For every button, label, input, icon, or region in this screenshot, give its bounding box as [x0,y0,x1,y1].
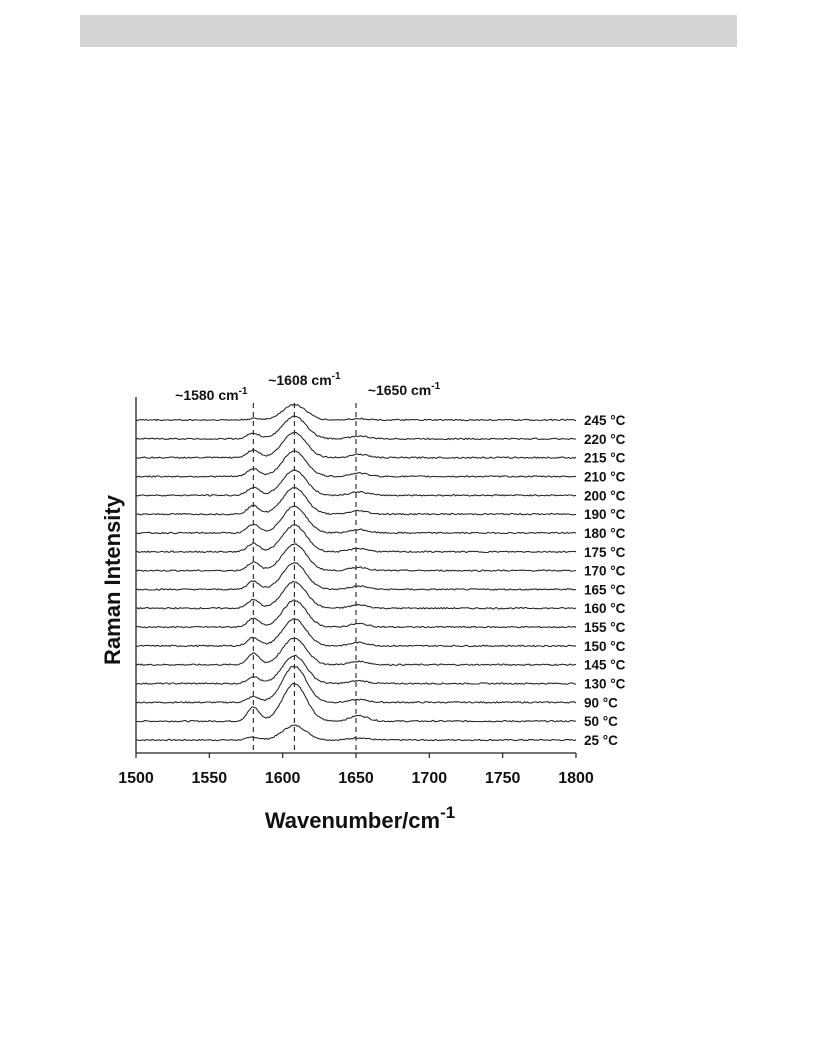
temperature-label: 175 °C [584,545,626,560]
spectrum-line [135,543,577,572]
temperature-label: 90 °C [584,695,618,710]
peak-label: ~1650 cm-1 [368,381,441,398]
temperature-label: 165 °C [584,582,626,597]
temperature-label: 215 °C [584,451,626,466]
spectrum-line [135,505,577,535]
spectrum-line [135,599,577,629]
header-bar [80,15,737,47]
x-tick-label: 1750 [485,770,521,787]
temperature-label: 150 °C [584,639,626,654]
spectrum-line [135,403,577,422]
x-tick-label: 1500 [118,770,154,787]
x-axis-title: Wavenumber/cm-1 [265,803,455,833]
peak-label: ~1580 cm-1 [175,386,248,403]
temperature-label: 180 °C [584,526,626,541]
x-tick-label: 1650 [338,770,374,787]
spectrum-line [135,580,577,610]
temperature-label: 170 °C [584,564,626,579]
temperature-label: 200 °C [584,488,626,503]
temperature-label: 50 °C [584,714,618,729]
spectrum-line [135,665,577,704]
temperature-label: 210 °C [584,469,626,484]
temperature-label: 220 °C [584,432,626,447]
spectrum-line [135,654,577,685]
spectrum-line [135,450,577,478]
temperature-label: 190 °C [584,507,626,522]
x-tick-label: 1600 [265,770,301,787]
spectrum-line [135,431,577,460]
spectrum-line [135,637,577,667]
y-axis-title: Raman Intensity [100,494,125,665]
spectrum-line [135,682,577,723]
spectrum-line [135,524,577,554]
x-tick-label: 1700 [412,770,448,787]
temperature-label: 25 °C [584,733,618,748]
spectrum-line [135,561,577,591]
temperature-label: 160 °C [584,601,626,616]
spectrum-line [135,618,577,648]
peak-label: ~1608 cm-1 [268,371,341,388]
spectrum-line [135,724,577,742]
temperature-label: 130 °C [584,677,626,692]
temperature-label: 145 °C [584,658,626,673]
spectrum-line [135,469,577,497]
temperature-label: 155 °C [584,620,626,635]
temperature-label: 245 °C [584,413,626,428]
x-tick-label: 1550 [192,770,228,787]
spectrum-line [135,415,577,441]
x-tick-label: 1800 [558,770,594,787]
spectrum-line [135,486,577,516]
